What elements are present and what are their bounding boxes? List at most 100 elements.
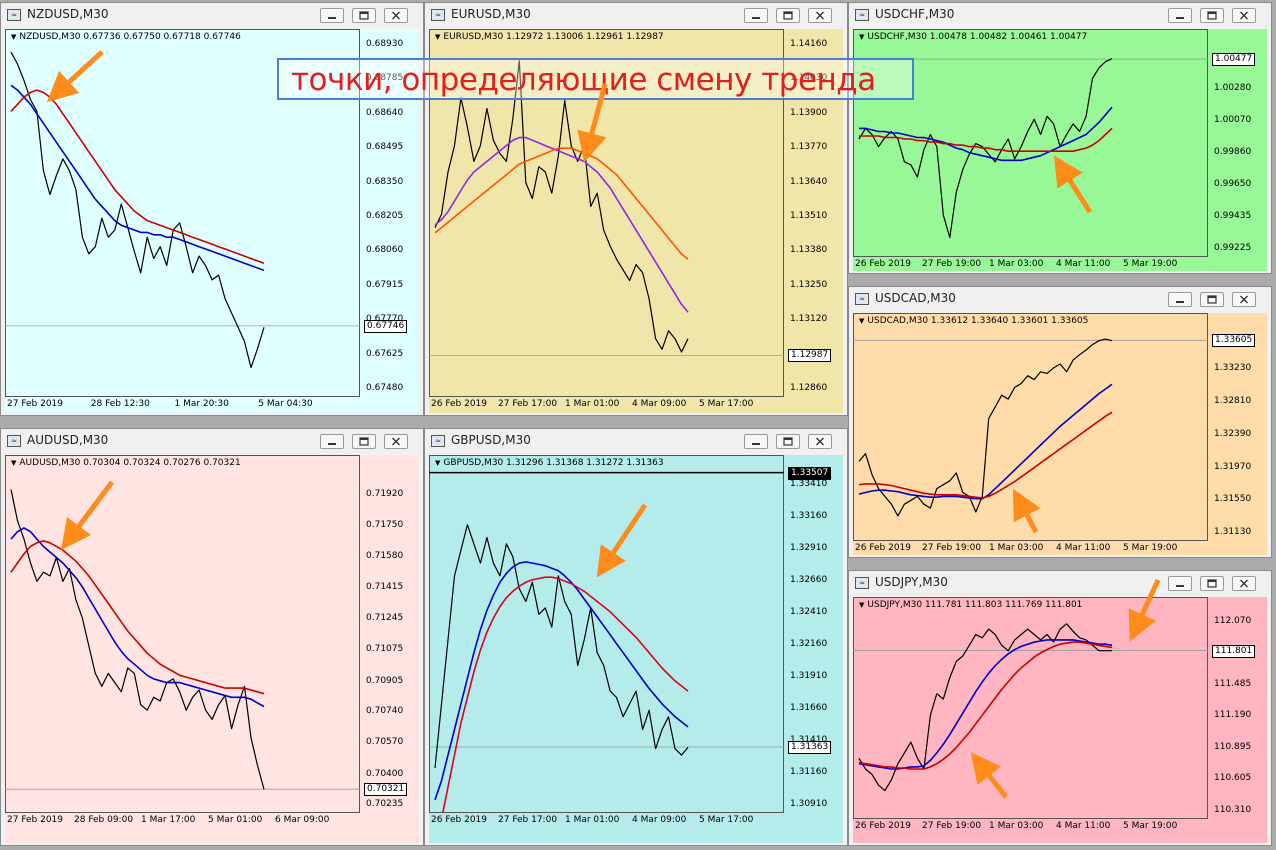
ohlc-label: ▼ GBPUSD,M30 1.31296 1.31368 1.31272 1.31… bbox=[435, 458, 664, 468]
price-plot[interactable] bbox=[5, 455, 360, 813]
window-title: EURUSD,M30 bbox=[451, 7, 531, 21]
moving-average-1 bbox=[10, 527, 265, 708]
window-titlebar[interactable]: ≈ USDCHF,M30 bbox=[849, 3, 1271, 27]
window-titlebar[interactable]: ≈ GBPUSD,M30 bbox=[425, 429, 847, 453]
time-tick-label: 5 Mar 17:00 bbox=[699, 815, 754, 825]
price-tick-label: 0.68495 bbox=[366, 142, 404, 153]
chart-window-usdjpy[interactable]: ≈ USDJPY,M30 ▼ USDJPY,M30 111.781 111.803 1… bbox=[848, 570, 1272, 846]
plot-frame bbox=[429, 455, 784, 813]
price-tick-label: 1.31660 bbox=[790, 703, 828, 714]
minimize-button[interactable] bbox=[320, 8, 344, 23]
chart-area[interactable]: ▼ EURUSD,M30 1.12972 1.13006 1.12961 1.12… bbox=[429, 29, 843, 413]
close-button[interactable] bbox=[808, 8, 832, 23]
chart-window-gbpusd[interactable]: ≈ GBPUSD,M30 ▼ GBPUSD,M30 1.31296 1.31368 1… bbox=[424, 428, 848, 846]
time-tick-label: 4 Mar 11:00 bbox=[1056, 543, 1111, 553]
minimize-button[interactable] bbox=[320, 434, 344, 449]
chart-window-usdcad[interactable]: ≈ USDCAD,M30 ▼ USDCAD,M30 1.33612 1.33640 1… bbox=[848, 286, 1272, 558]
time-tick-label: 6 Mar 09:00 bbox=[275, 815, 330, 825]
price-tick-label: 1.12860 bbox=[790, 383, 828, 393]
collapse-triangle-icon[interactable]: ▼ bbox=[435, 33, 441, 41]
time-tick-label: 1 Mar 03:00 bbox=[989, 543, 1044, 553]
window-title: USDCHF,M30 bbox=[875, 7, 955, 21]
maximize-button[interactable] bbox=[1200, 576, 1224, 591]
window-titlebar[interactable]: ≈ NZDUSD,M30 bbox=[1, 3, 423, 27]
ohlc-label: ▼ AUDUSD,M30 0.70304 0.70324 0.70276 0.70… bbox=[11, 458, 241, 468]
time-tick-label: 4 Mar 09:00 bbox=[632, 815, 687, 825]
chart-area[interactable]: ▼ USDCHF,M30 1.00478 1.00482 1.00461 1.00… bbox=[853, 29, 1267, 271]
minimize-button[interactable] bbox=[1168, 292, 1192, 307]
close-button[interactable] bbox=[384, 8, 408, 23]
price-tick-label: 1.32660 bbox=[790, 575, 828, 586]
price-plot[interactable] bbox=[5, 29, 360, 397]
window-titlebar[interactable]: ≈ AUDUSD,M30 bbox=[1, 429, 423, 453]
chart-window-eurusd[interactable]: ≈ EURUSD,M30 ▼ EURUSD,M30 1.12972 1.13006 1… bbox=[424, 2, 848, 416]
current-price-badge: 0.70321 bbox=[364, 783, 408, 797]
time-tick-label: 4 Mar 09:00 bbox=[632, 399, 687, 409]
price-plot[interactable] bbox=[429, 29, 784, 397]
chart-area[interactable]: ▼ USDJPY,M30 111.781 111.803 111.769 111.… bbox=[853, 597, 1267, 843]
collapse-triangle-icon[interactable]: ▼ bbox=[859, 601, 865, 609]
minimize-icon bbox=[1176, 17, 1184, 19]
maximize-button[interactable] bbox=[1200, 8, 1224, 23]
price-tick-label: 1.31160 bbox=[790, 767, 828, 777]
window-titlebar[interactable]: ≈ USDJPY,M30 bbox=[849, 571, 1271, 595]
price-series bbox=[10, 51, 265, 369]
window-titlebar[interactable]: ≈ EURUSD,M30 bbox=[425, 3, 847, 27]
maximize-button[interactable] bbox=[1200, 292, 1224, 307]
minimize-button[interactable] bbox=[744, 8, 768, 23]
collapse-triangle-icon[interactable]: ▼ bbox=[11, 459, 17, 467]
price-plot[interactable] bbox=[853, 29, 1208, 257]
close-button[interactable] bbox=[1232, 8, 1256, 23]
plot-frame bbox=[429, 29, 784, 397]
chart-window-usdchf[interactable]: ≈ USDCHF,M30 ▼ USDCHF,M30 1.00478 1.00482 1… bbox=[848, 2, 1272, 274]
close-icon bbox=[392, 11, 400, 20]
time-tick-label: 28 Feb 12:30 bbox=[90, 399, 150, 409]
close-button[interactable] bbox=[1232, 576, 1256, 591]
collapse-triangle-icon[interactable]: ▼ bbox=[859, 33, 865, 41]
close-icon bbox=[1240, 11, 1248, 20]
minimize-button[interactable] bbox=[1168, 576, 1192, 591]
price-plot[interactable] bbox=[429, 455, 784, 813]
chart-window-audusd[interactable]: ≈ AUDUSD,M30 ▼ AUDUSD,M30 0.70304 0.70324 0… bbox=[0, 428, 424, 846]
chart-area[interactable]: ▼ USDCAD,M30 1.33612 1.33640 1.33601 1.33… bbox=[853, 313, 1267, 555]
maximize-icon bbox=[359, 437, 369, 446]
moving-average-1 bbox=[859, 106, 1113, 162]
price-plot[interactable] bbox=[853, 597, 1208, 819]
maximize-button[interactable] bbox=[776, 434, 800, 449]
time-tick-label: 4 Mar 11:00 bbox=[1056, 821, 1111, 831]
minimize-button[interactable] bbox=[1168, 8, 1192, 23]
chart-area[interactable]: ▼ GBPUSD,M30 1.31296 1.31368 1.31272 1.31… bbox=[429, 455, 843, 843]
maximize-button[interactable] bbox=[352, 434, 376, 449]
price-tick-label: 0.70570 bbox=[366, 737, 404, 748]
collapse-triangle-icon[interactable]: ▼ bbox=[859, 317, 865, 325]
window-titlebar[interactable]: ≈ USDCAD,M30 bbox=[849, 287, 1271, 311]
collapse-triangle-icon[interactable]: ▼ bbox=[11, 33, 17, 41]
price-tick-label: 1.32410 bbox=[790, 607, 828, 618]
price-tick-label: 112.070 bbox=[1214, 615, 1252, 626]
chart-area[interactable]: ▼ AUDUSD,M30 0.70304 0.70324 0.70276 0.70… bbox=[5, 455, 419, 843]
ohlc-label: ▼ USDJPY,M30 111.781 111.803 111.769 111.… bbox=[859, 600, 1082, 610]
moving-average-1 bbox=[434, 561, 689, 801]
price-plot[interactable] bbox=[853, 313, 1208, 541]
close-button[interactable] bbox=[384, 434, 408, 449]
plot-frame bbox=[853, 597, 1208, 819]
price-tick-label: 0.67480 bbox=[366, 383, 404, 393]
close-icon bbox=[1240, 579, 1248, 588]
time-tick-label: 1 Mar 17:00 bbox=[141, 815, 196, 825]
minimize-button[interactable] bbox=[744, 434, 768, 449]
ohlc-values: USDJPY,M30 111.781 111.803 111.769 111.8… bbox=[867, 600, 1083, 610]
price-tick-label: 0.70400 bbox=[366, 768, 404, 779]
close-button[interactable] bbox=[1232, 292, 1256, 307]
time-tick-label: 1 Mar 01:00 bbox=[565, 399, 620, 409]
high-price-badge: 1.33507 bbox=[788, 466, 832, 480]
ohlc-values: EURUSD,M30 1.12972 1.13006 1.12961 1.129… bbox=[443, 32, 664, 42]
maximize-button[interactable] bbox=[352, 8, 376, 23]
maximize-icon bbox=[783, 11, 793, 20]
time-tick-label: 27 Feb 19:00 bbox=[922, 259, 982, 269]
window-title: USDJPY,M30 bbox=[875, 575, 948, 589]
price-tick-label: 0.71245 bbox=[366, 613, 404, 624]
ohlc-label: ▼ NZDUSD,M30 0.67736 0.67750 0.67718 0.67… bbox=[11, 32, 241, 42]
maximize-button[interactable] bbox=[776, 8, 800, 23]
close-button[interactable] bbox=[808, 434, 832, 449]
collapse-triangle-icon[interactable]: ▼ bbox=[435, 459, 441, 467]
